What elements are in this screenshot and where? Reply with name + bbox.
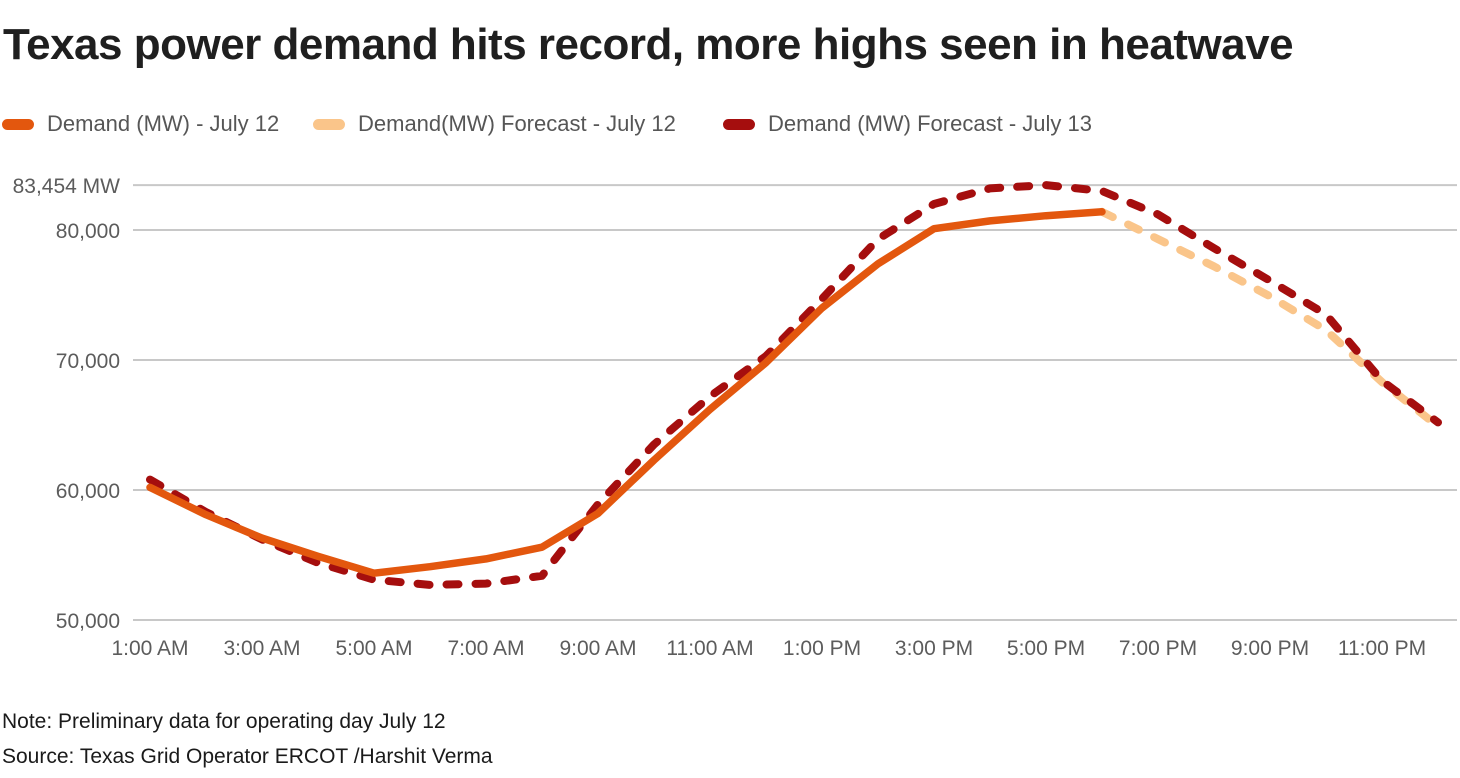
legend-label: Demand(MW) Forecast - July 12 — [358, 111, 676, 136]
x-tick-label: 1:00 PM — [783, 637, 861, 660]
legend-item-forecast-july-13: Demand (MW) Forecast - July 13 — [723, 107, 1092, 141]
y-tick-label: 80,000 — [56, 220, 120, 243]
x-tick-label: 11:00 PM — [1338, 637, 1426, 660]
chart-source: Source: Texas Grid Operator ERCOT /Harsh… — [2, 745, 493, 768]
x-tick-label: 9:00 PM — [1231, 637, 1309, 660]
x-tick-label: 5:00 PM — [1007, 637, 1085, 660]
chart-footer: Note: Preliminary data for operating day… — [2, 704, 493, 774]
y-tick-label: 50,000 — [56, 610, 120, 633]
legend-swatch-dashed-darkred — [723, 118, 755, 130]
x-tick-label: 7:00 AM — [447, 637, 524, 660]
legend-swatch-solid-orange — [2, 118, 34, 130]
x-tick-label: 7:00 PM — [1119, 637, 1197, 660]
series-line-demand-mw-forecast-july-12 — [1098, 207, 1442, 431]
x-tick-label: 11:00 AM — [666, 637, 753, 660]
legend-swatch-dashed-peach — [313, 118, 345, 130]
legend-label: Demand (MW) Forecast - July 13 — [768, 111, 1092, 136]
legend: Demand (MW) - July 12 Demand(MW) Forecas… — [0, 107, 1460, 141]
x-tick-label: 3:00 PM — [895, 637, 973, 660]
chart-title: Texas power demand hits record, more hig… — [3, 20, 1294, 69]
y-tick-label: 70,000 — [56, 350, 120, 373]
x-tick-label: 5:00 AM — [335, 637, 412, 660]
series-line-demand-mw-forecast-july-13 — [146, 181, 1442, 589]
y-tick-label: 60,000 — [56, 480, 120, 503]
x-tick-label: 9:00 AM — [559, 637, 636, 660]
y-tick-label: 83,454 MW — [13, 175, 121, 198]
legend-item-forecast-july-12: Demand(MW) Forecast - July 12 — [313, 107, 676, 141]
x-tick-label: 1:00 AM — [111, 637, 188, 660]
x-tick-label: 3:00 AM — [223, 637, 300, 660]
line-chart: 83,454 MW 80,000 70,000 60,000 50,000 1:00 AM… — [13, 175, 1457, 660]
series-line-demand-mw-july-12 — [146, 208, 1106, 577]
chart-note: Note: Preliminary data for operating day… — [2, 710, 446, 733]
legend-item-demand-july-12: Demand (MW) - July 12 — [2, 107, 279, 141]
legend-label: Demand (MW) - July 12 — [47, 111, 280, 136]
